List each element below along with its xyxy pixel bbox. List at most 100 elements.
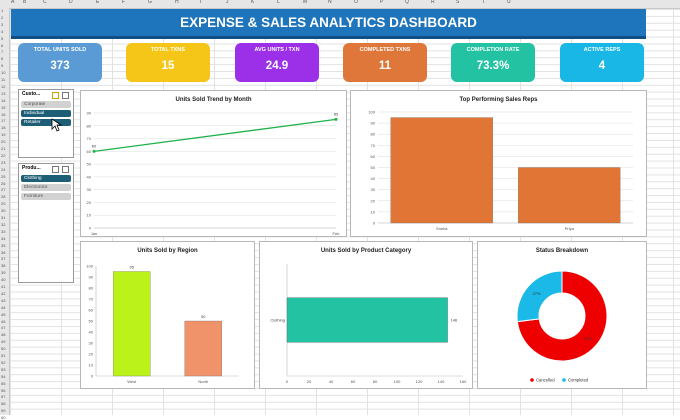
column-header[interactable]: R (431, 0, 435, 5)
slicer-item-clothing[interactable]: Clothing (21, 175, 71, 182)
row-header[interactable]: 12 (1, 83, 6, 89)
row-header[interactable]: 32 (1, 221, 6, 227)
clear-filter-icon[interactable] (62, 92, 69, 99)
clear-filter-icon[interactable] (62, 166, 69, 173)
sales-reps-chart-panel[interactable]: Top Performing Sales Reps 0 10 20 30 40 50 60 70… (350, 90, 647, 237)
slicer-item-corporate[interactable]: Corporate (21, 101, 71, 108)
row-header[interactable]: 50 (1, 346, 6, 352)
column-header[interactable]: T (482, 0, 486, 5)
row-header[interactable]: 24 (1, 166, 6, 172)
multi-select-icon[interactable] (52, 92, 59, 99)
column-header[interactable]: M (303, 0, 308, 5)
row-header[interactable]: 14 (1, 97, 6, 103)
line-chart-panel[interactable]: Units Sold Trend by Month 0 10 20 30 40 50 60 70… (80, 90, 347, 237)
column-header[interactable]: E (96, 0, 100, 5)
column-header[interactable]: D (69, 0, 73, 5)
row-header[interactable]: 49 (1, 339, 6, 345)
row-header[interactable]: 20 (1, 139, 6, 145)
row-header[interactable]: 27 (1, 187, 6, 193)
row-header[interactable]: 6 (1, 42, 4, 48)
row-header[interactable]: 21 (1, 146, 6, 151)
row-header[interactable]: 41 (1, 284, 6, 289)
row-header[interactable]: 33 (1, 228, 6, 234)
row-header[interactable]: 25 (1, 173, 6, 179)
row-header[interactable]: 35 (1, 242, 6, 248)
row-header[interactable]: 9 (1, 63, 4, 69)
row-header[interactable]: 46 (1, 318, 6, 324)
column-header[interactable]: O (354, 0, 358, 5)
column-header[interactable]: P (380, 0, 384, 5)
row-header[interactable]: 7 (1, 49, 4, 55)
row-header[interactable]: 22 (1, 152, 6, 158)
row-header[interactable]: 57 (1, 394, 6, 400)
row-header[interactable]: 13 (1, 90, 6, 96)
status-chart-panel[interactable]: Status Breakdown 73% 27% Cancelled Completed (477, 241, 647, 389)
row-header[interactable]: 40 (1, 277, 6, 283)
row-header[interactable]: 47 (1, 325, 6, 331)
column-header[interactable]: I (200, 0, 202, 5)
row-header[interactable]: 16 (1, 111, 6, 117)
row-header[interactable]: 59 (1, 408, 6, 414)
row-header[interactable]: 43 (1, 297, 6, 303)
column-header[interactable]: Q (405, 0, 409, 5)
row-header[interactable]: 36 (1, 249, 6, 255)
row-header[interactable]: 3 (1, 21, 4, 27)
slicer-item-individual[interactable]: Individual (21, 110, 71, 117)
row-header[interactable]: 42 (1, 290, 6, 296)
column-header[interactable]: A (11, 0, 15, 5)
x-tick-label: 40 (329, 379, 334, 384)
category-chart-panel[interactable]: Units Sold by Product Category 0 20 40 60 80 1… (259, 241, 473, 389)
row-header[interactable]: 23 (1, 159, 6, 165)
slicer-item-furniture[interactable]: Furniture (21, 193, 71, 200)
row-header[interactable]: 54 (1, 373, 6, 379)
column-header[interactable]: U (507, 0, 511, 5)
column-header[interactable]: H (175, 0, 179, 5)
slicer-item-electronics[interactable]: Electronics (21, 184, 71, 191)
row-header[interactable]: 15 (1, 104, 6, 110)
column-header[interactable]: G (148, 0, 152, 5)
row-header[interactable]: 10 (1, 70, 6, 76)
row-header[interactable]: 52 (1, 359, 6, 365)
row-header[interactable]: 38 (1, 263, 6, 269)
row-header[interactable]: 2 (1, 14, 4, 20)
row-header[interactable]: 26 (1, 180, 6, 186)
row-header[interactable]: 34 (1, 235, 6, 241)
row-header[interactable]: 1 (1, 8, 4, 13)
row-header[interactable]: 39 (1, 270, 6, 276)
column-header[interactable]: F (122, 0, 126, 5)
row-header[interactable]: 8 (1, 56, 4, 62)
row-header[interactable]: 11 (1, 77, 6, 82)
row-header[interactable]: 37 (1, 256, 6, 262)
column-header[interactable]: N (328, 0, 332, 5)
column-header[interactable]: K (251, 0, 255, 5)
row-header[interactable]: 4 (1, 28, 4, 34)
row-header[interactable]: 58 (1, 401, 6, 407)
row-header[interactable]: 30 (1, 208, 6, 214)
row-header[interactable]: 29 (1, 201, 6, 207)
slicer-item-retailer[interactable]: Retailer (21, 119, 71, 126)
row-header[interactable]: 28 (1, 194, 6, 200)
row-header[interactable]: 48 (1, 332, 6, 338)
row-header[interactable]: 17 (1, 118, 6, 124)
row-header[interactable]: 18 (1, 125, 6, 131)
column-header[interactable]: L (277, 0, 280, 5)
product-slicer[interactable]: Produ... Clothing Electronics Furniture (18, 163, 74, 283)
customer-slicer[interactable]: Custo... Corporate Individual Retailer (18, 89, 74, 158)
row-header[interactable]: 44 (1, 304, 6, 310)
row-header[interactable]: 45 (1, 311, 6, 317)
row-header[interactable]: 51 (1, 353, 6, 358)
multi-select-icon[interactable] (52, 166, 59, 173)
row-header[interactable]: 53 (1, 366, 6, 372)
row-header[interactable]: 55 (1, 380, 6, 386)
region-chart-panel[interactable]: Units Sold by Region 0 10 20 30 40 50 60 70 80 90 1… (80, 241, 255, 389)
row-header[interactable]: 56 (1, 387, 6, 393)
row-header[interactable]: 60 (1, 415, 6, 420)
column-header[interactable]: C (43, 0, 47, 5)
row-header[interactable]: 5 (1, 35, 4, 41)
column-header[interactable]: J (226, 0, 229, 5)
x-tick-label: Priya (565, 226, 575, 231)
column-header[interactable]: S (456, 0, 460, 5)
column-header[interactable]: B (23, 0, 27, 5)
row-header[interactable]: 31 (1, 215, 6, 220)
row-header[interactable]: 19 (1, 132, 6, 138)
